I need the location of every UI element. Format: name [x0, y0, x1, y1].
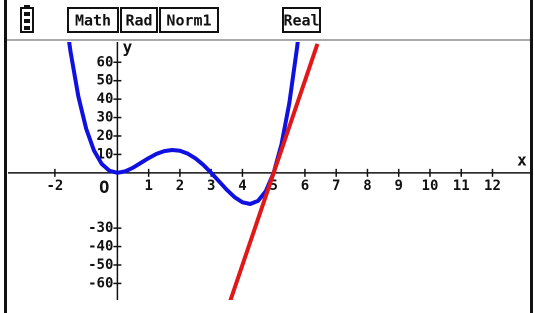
left-frame: [4, 0, 7, 313]
background: [0, 0, 535, 313]
y-tick-label: -40: [88, 239, 113, 255]
x-tick-label: 3: [207, 178, 215, 194]
x-tick-label: 7: [332, 178, 340, 194]
y-tick-label: -50: [88, 257, 113, 273]
x-tick-label: 12: [484, 178, 501, 194]
y-tick-label: 30: [97, 110, 114, 126]
status-label: Math: [75, 12, 111, 30]
x-tick-label: 10: [422, 178, 439, 194]
x-tick-label: 9: [394, 178, 402, 194]
status-label: Rad: [125, 12, 152, 30]
y-axis-label: y: [123, 38, 133, 57]
x-axis-label: x: [517, 150, 527, 169]
y-tick-label: 60: [97, 54, 114, 70]
x-tick-label: 2: [176, 178, 184, 194]
status-label: Real: [283, 12, 319, 30]
y-tick-label: -60: [88, 275, 113, 291]
x-tick-label: 4: [238, 178, 246, 194]
y-tick-label: 50: [97, 73, 114, 89]
x-tick-label: 11: [453, 178, 470, 194]
status-bar: Math Rad Norm1 Real: [68, 8, 320, 32]
calculator-screen: MathRadNorm1Real -2123456789101112102030…: [0, 0, 535, 313]
x-tick-label: -2: [46, 178, 63, 194]
status-label: Norm1: [166, 12, 211, 30]
origin-label: O: [99, 178, 109, 198]
x-tick-label: 1: [144, 178, 152, 194]
y-tick-label: -30: [88, 220, 113, 236]
y-tick-label: 20: [97, 128, 114, 144]
x-tick-label: 6: [301, 178, 309, 194]
battery-icon: [21, 5, 33, 32]
y-tick-label: 40: [97, 91, 114, 107]
x-tick-label: 8: [363, 178, 371, 194]
right-frame: [530, 0, 533, 313]
